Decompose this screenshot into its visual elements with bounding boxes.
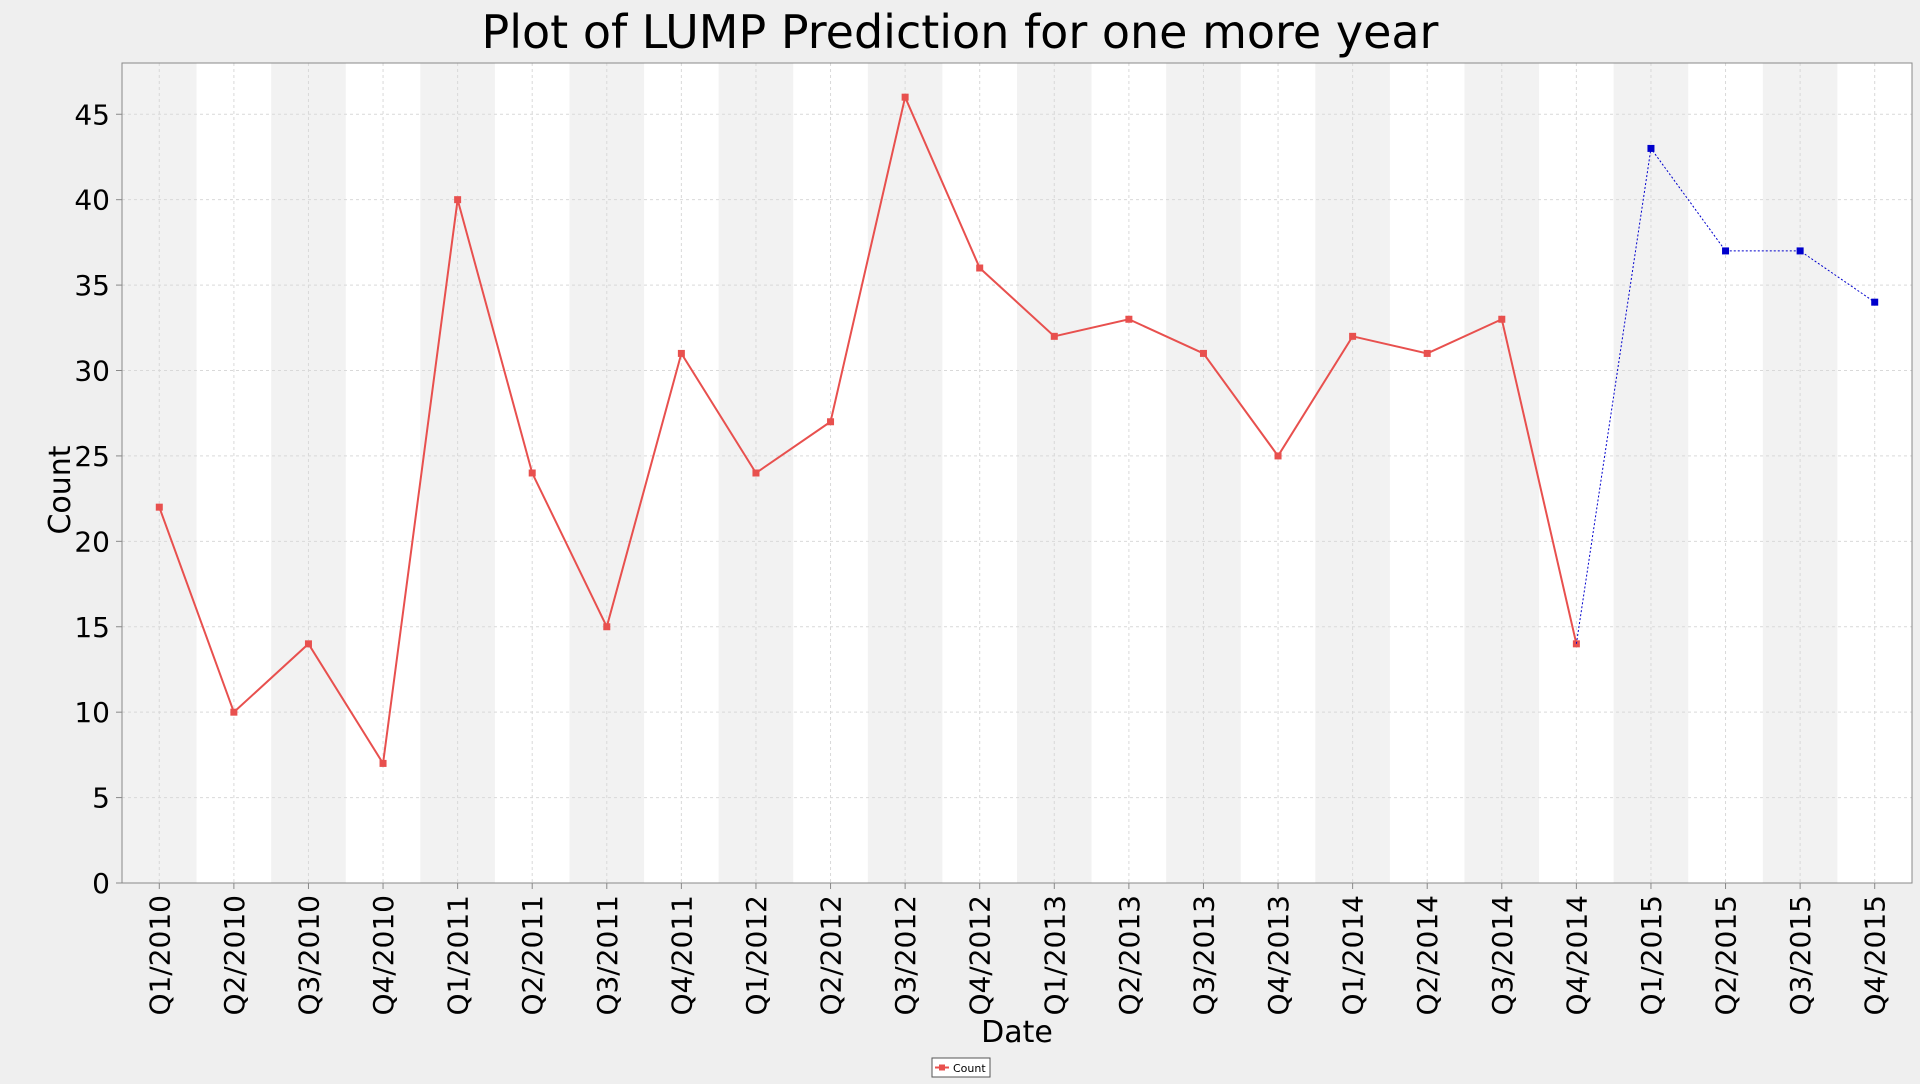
- y-tick-label: 35: [74, 269, 110, 302]
- x-tick-label: Q2/2015: [1710, 895, 1743, 1016]
- x-tick-label: Q1/2015: [1635, 895, 1668, 1016]
- x-tick-label: Q3/2012: [889, 895, 922, 1016]
- y-tick-label: 45: [74, 98, 110, 131]
- x-axis-title: Date: [981, 1015, 1053, 1050]
- y-tick-label: 5: [92, 782, 110, 815]
- x-tick-labels: Q1/2010 Q2/2010 Q3/2010 Q4/2010 Q1/2011 Q2/20…: [143, 895, 1891, 1016]
- y-axis-title: Count: [43, 445, 78, 534]
- data-point: [230, 708, 238, 716]
- x-tick-label: Q4/2010: [367, 895, 400, 1016]
- data-point: [1871, 298, 1879, 306]
- x-tick-label: Q1/2014: [1337, 895, 1370, 1016]
- category-bands: [122, 63, 1912, 883]
- legend: Count: [931, 1057, 991, 1078]
- y-tick-label: 10: [74, 696, 110, 729]
- x-tick-label: Q3/2011: [591, 895, 624, 1016]
- data-point: [603, 623, 611, 631]
- data-point: [1050, 332, 1058, 340]
- data-point: [752, 469, 760, 477]
- x-tick-label: Q4/2012: [964, 895, 997, 1016]
- series-2: [1575, 144, 1879, 644]
- chart-title: Plot of LUMP Prediction for one more yea…: [482, 5, 1439, 59]
- x-tick-label: Q2/2011: [516, 895, 549, 1016]
- y-tick-label: 0: [92, 867, 110, 900]
- y-tick-label: 40: [74, 184, 110, 217]
- x-tick-label: Q1/2011: [442, 895, 475, 1016]
- data-point: [155, 503, 163, 511]
- data-point: [454, 196, 462, 204]
- data-point: [1796, 247, 1804, 255]
- x-tick-label: Q1/2013: [1038, 895, 1071, 1016]
- legend-box: [931, 1057, 991, 1078]
- x-tick-label: Q2/2012: [815, 895, 848, 1016]
- x-tick-label: Q1/2012: [740, 895, 773, 1016]
- data-point: [1125, 315, 1133, 323]
- series-layer: [155, 93, 1879, 767]
- series-line: [158, 93, 1578, 767]
- x-tick-label: Q1/2010: [143, 895, 176, 1016]
- data-point: [1423, 349, 1431, 357]
- data-point: [304, 640, 312, 648]
- axes: [116, 62, 1913, 889]
- x-tick-label: Q4/2015: [1859, 895, 1892, 1016]
- data-point: [1647, 144, 1655, 152]
- y-tick-label: 30: [74, 355, 110, 388]
- data-point: [677, 349, 685, 357]
- data-point: [901, 93, 909, 101]
- x-tick-label: Q2/2013: [1113, 895, 1146, 1016]
- data-point: [1274, 452, 1282, 460]
- y-tick-label: 20: [74, 525, 110, 558]
- series-1: [155, 93, 1580, 767]
- plot-border: [121, 62, 1913, 884]
- x-tick-label: Q2/2014: [1411, 895, 1444, 1016]
- x-tick-label: Q4/2014: [1560, 895, 1593, 1016]
- x-tick-label: Q2/2010: [218, 895, 251, 1016]
- x-tick-label: Q4/2011: [665, 895, 698, 1016]
- data-point: [379, 759, 387, 767]
- x-tick-label: Q4/2013: [1262, 895, 1295, 1016]
- data-point: [1349, 332, 1357, 340]
- x-tick-label: Q3/2013: [1187, 895, 1220, 1016]
- data-point: [528, 469, 536, 477]
- data-point: [1498, 315, 1506, 323]
- x-tick-label: Q3/2014: [1486, 895, 1519, 1016]
- y-tick-label: 25: [74, 440, 110, 473]
- x-tick-label: Q3/2010: [292, 895, 325, 1016]
- data-point: [1722, 247, 1730, 255]
- series-line: [1575, 147, 1875, 644]
- data-point: [827, 418, 835, 426]
- y-tick-label: 15: [74, 611, 110, 644]
- legend-swatch-marker: [939, 1064, 945, 1071]
- data-point: [1199, 349, 1207, 357]
- x-tick-label: Q3/2015: [1784, 895, 1817, 1016]
- y-tick-labels: 0 5 10 15 20 25 30 35 40 45: [74, 98, 110, 900]
- data-point: [976, 264, 984, 272]
- legend-label-count: Count: [953, 1062, 986, 1075]
